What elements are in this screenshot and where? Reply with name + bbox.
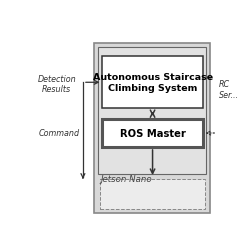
Text: Detection
Results: Detection Results [37,74,76,94]
Text: Jetson Nano: Jetson Nano [100,174,152,183]
Bar [98,48,206,174]
Bar [102,57,202,109]
Text: RC
Ser...: RC Ser... [218,80,238,99]
Bar [100,179,204,209]
Text: Autonomous Staircase
Climbing System: Autonomous Staircase Climbing System [92,73,212,92]
Text: ROS Master: ROS Master [119,128,185,138]
Text: Command: Command [39,128,80,138]
Bar [93,44,210,213]
Bar [102,120,202,148]
